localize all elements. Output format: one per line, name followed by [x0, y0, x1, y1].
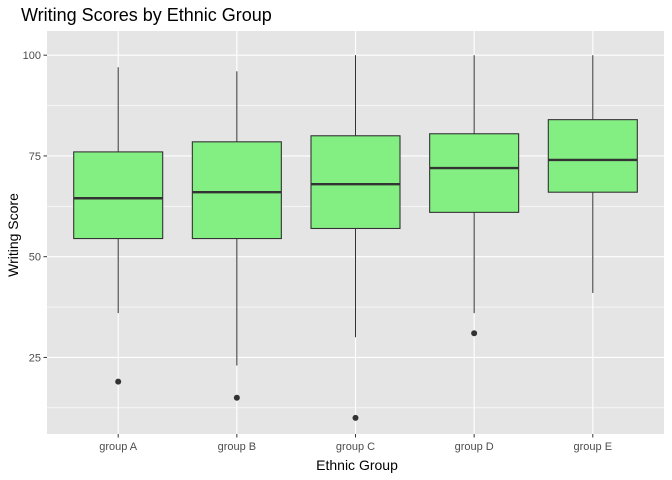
y-tick-label: 50 [29, 252, 41, 264]
box-group-B [191, 71, 282, 401]
x-tick-label: group D [455, 441, 494, 453]
box-group-D [429, 55, 520, 337]
outlier-point [233, 394, 240, 401]
x-axis-title: Ethnic Group [316, 457, 398, 473]
x-axis-ticks: group A group B group C group D group E [99, 434, 612, 453]
outlier-point [352, 414, 359, 421]
y-tick-label: 75 [29, 151, 41, 163]
y-axis-title: Writing Score [5, 193, 21, 277]
outlier-point [471, 330, 478, 337]
x-tick-label: group A [99, 441, 138, 453]
box-iqr [191, 141, 282, 240]
box-group-A [73, 67, 164, 385]
box-iqr [547, 119, 638, 193]
x-tick-label: group E [574, 441, 613, 453]
y-tick-label: 25 [29, 352, 41, 364]
x-tick-label: group B [218, 441, 257, 453]
box-iqr [73, 151, 164, 240]
box-group-E [547, 55, 638, 293]
outlier-point [115, 378, 122, 385]
box-iqr [310, 135, 401, 230]
boxes [73, 55, 638, 421]
box-iqr [429, 133, 520, 213]
chart-title: Writing Scores by Ethnic Group [21, 5, 272, 25]
y-axis-ticks: 25 50 75 100 [23, 50, 47, 364]
box-group-C [310, 55, 401, 421]
y-tick-label: 100 [23, 50, 41, 62]
x-tick-label: group C [336, 441, 375, 453]
